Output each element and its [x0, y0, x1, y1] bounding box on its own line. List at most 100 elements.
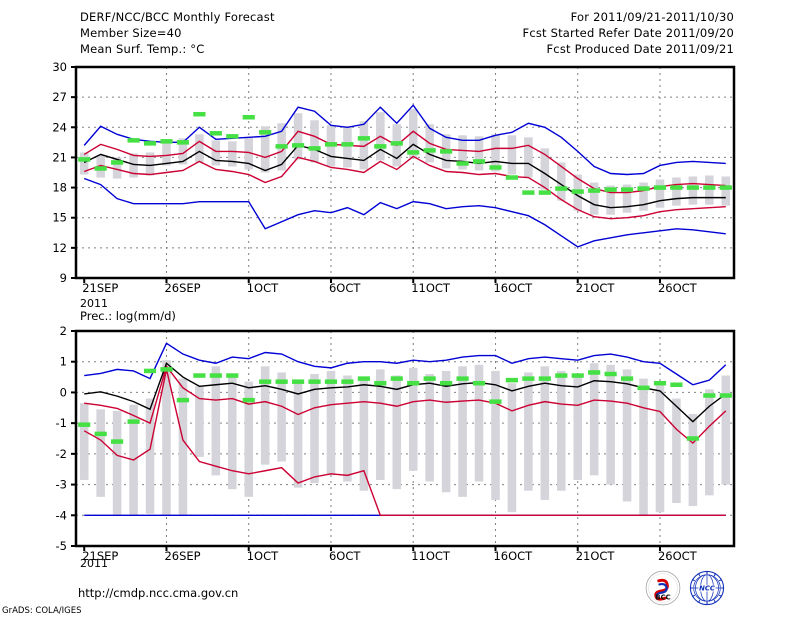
- ensemble-spread-bar: [655, 179, 665, 208]
- x-axis-tick-label: 16OCT: [493, 549, 533, 563]
- ensemble-spread-bar: [425, 374, 434, 482]
- ensemble-spread-bar: [622, 184, 632, 213]
- ensemble-spread-bar: [392, 375, 402, 490]
- bcc-logo-icon: BCC: [645, 570, 681, 606]
- ensemble-spread-bar: [573, 375, 583, 480]
- ensemble-spread-bar: [589, 363, 599, 476]
- ensemble-spread-bar: [606, 364, 615, 485]
- y-axis-tick-label: -4: [56, 508, 67, 522]
- forecast-produced-date: Fcst Produced Date 2011/09/21: [546, 42, 734, 56]
- temperature-axis-title: Mean Surf. Temp.: °C: [80, 42, 205, 56]
- ensemble-spread-bar: [639, 182, 648, 211]
- y-axis-tick-label: 24: [52, 120, 67, 134]
- x-axis-tick-label: 21SEP: [82, 549, 118, 563]
- series-line-mean: [84, 362, 727, 423]
- ensemble-spread-bar: [211, 366, 221, 476]
- ensemble-spread-bar: [556, 370, 566, 491]
- x-axis-tick-label: 26SEP: [164, 549, 200, 563]
- ensemble-spread-bar: [556, 162, 566, 201]
- ensemble-spread-bar: [227, 377, 237, 490]
- logo-group: BCC NCC: [645, 570, 737, 606]
- ensemble-spread-bar: [721, 375, 731, 485]
- x-axis-tick-label: 16OCT: [493, 281, 533, 295]
- ensemble-spread-bar: [145, 152, 155, 176]
- ensemble-spread-bar: [524, 137, 533, 178]
- ensemble-spread-bar: [244, 381, 254, 497]
- ensemble-spread-bar: [343, 375, 352, 482]
- ensemble-spread-bar: [491, 370, 500, 500]
- ensemble-spread-bar: [524, 372, 533, 491]
- ensemble-spread-bar: [408, 109, 418, 159]
- ensemble-spread-bar: [721, 176, 731, 206]
- series-line-lower-quartile: [84, 364, 727, 445]
- ensemble-spread-bar: [112, 157, 122, 179]
- x-axis-tick-label: 1OCT: [247, 549, 279, 563]
- ensemble-spread-bar: [639, 378, 648, 516]
- y-axis-tick-label: -5: [56, 539, 67, 553]
- svg-text:BCC: BCC: [655, 594, 670, 602]
- ensemble-spread-bar: [491, 134, 500, 172]
- ensemble-spread-bar: [343, 126, 352, 168]
- ensemble-spread-bar: [195, 386, 204, 457]
- x-axis-tick-label: 11OCT: [411, 549, 451, 563]
- ensemble-spread-bar: [211, 140, 221, 166]
- ensemble-spread-bar: [474, 364, 484, 482]
- x-axis-tick-label: 26SEP: [164, 281, 200, 295]
- y-axis-tick-label: 30: [52, 60, 67, 74]
- ensemble-spread-bar: [227, 141, 237, 167]
- temperature-axis-year: 2011: [80, 297, 108, 310]
- precipitation-axis-title: Prec.: log(mm/d): [80, 309, 176, 323]
- ensemble-spread-bar: [260, 366, 270, 465]
- ensemble-spread-bar: [606, 185, 615, 215]
- forecast-range-label: For 2011/09/21-2011/10/30: [570, 10, 734, 24]
- ensemble-spread-bar: [359, 377, 369, 491]
- ensemble-spread-bar: [244, 137, 254, 170]
- forecast-refer-date: Fcst Started Refer Date 2011/09/20: [522, 26, 734, 40]
- grads-credit: GrADS: COLA/IGES: [2, 606, 82, 616]
- ensemble-spread-bar: [672, 177, 681, 206]
- series-line-lower-quartile: [83, 155, 726, 220]
- x-axis-tick-label: 26OCT: [658, 549, 698, 563]
- ensemble-spread-bar: [589, 182, 599, 215]
- y-axis-tick-label: -3: [56, 478, 67, 492]
- ensemble-spread-bar: [655, 381, 665, 513]
- ensemble-spread-bar: [310, 120, 319, 163]
- y-axis-tick-label: -1: [56, 416, 67, 430]
- series-line-max: [84, 342, 727, 386]
- y-axis-tick-label: 9: [60, 271, 67, 285]
- ensemble-spread-bar: [507, 135, 517, 175]
- ensemble-spread-bar: [474, 136, 484, 171]
- x-axis-tick-label: 21OCT: [576, 549, 616, 563]
- ensemble-spread-bar: [293, 383, 303, 488]
- y-axis-tick-label: 18: [52, 181, 67, 195]
- ensemble-spread-bar: [162, 360, 171, 516]
- ensemble-spread-bar: [688, 413, 698, 507]
- page-title: DERF/NCC/BCC Monthly Forecast: [80, 10, 275, 24]
- y-axis-tick-label: 1: [60, 355, 67, 369]
- y-axis-tick-label: -2: [56, 447, 67, 461]
- plot-panel-surface-temperature: 9 12 15 18 21 24 27 30 21SEP 26SEP 1OCT 6OCT 11OCT 16…: [52, 60, 736, 295]
- x-axis-tick-label: 6OCT: [329, 549, 361, 563]
- cmdp-url-link[interactable]: http://cmdp.ncc.cma.gov.cn: [78, 586, 239, 600]
- ensemble-spread-bar: [112, 410, 122, 516]
- y-axis-tick-label: 12: [52, 241, 67, 255]
- ensemble-spread-bar: [622, 369, 632, 502]
- y-axis-tick-label: 27: [52, 90, 67, 104]
- member-size-label: Member Size=40: [80, 26, 182, 40]
- ensemble-spread-bar: [540, 366, 550, 500]
- ensemble-spread-bar: [359, 121, 369, 170]
- ensemble-spread-bar: [293, 113, 303, 160]
- y-axis-tick-label: 0: [60, 385, 67, 399]
- ensemble-spread-bar: [376, 369, 385, 480]
- ensemble-spread-bar: [260, 126, 270, 173]
- ensemble-spread-bar: [326, 370, 336, 476]
- ensemble-spread-bar: [507, 383, 517, 513]
- ensemble-spread-bar: [688, 176, 698, 205]
- ensemble-spread-bar: [441, 370, 451, 493]
- series-line-max: [83, 104, 726, 176]
- y-axis-tick-label: 2: [60, 324, 67, 338]
- ensemble-spread-bar: [540, 148, 550, 190]
- x-axis-tick-label: 1OCT: [247, 281, 279, 295]
- svg-text:NCC: NCC: [699, 585, 715, 593]
